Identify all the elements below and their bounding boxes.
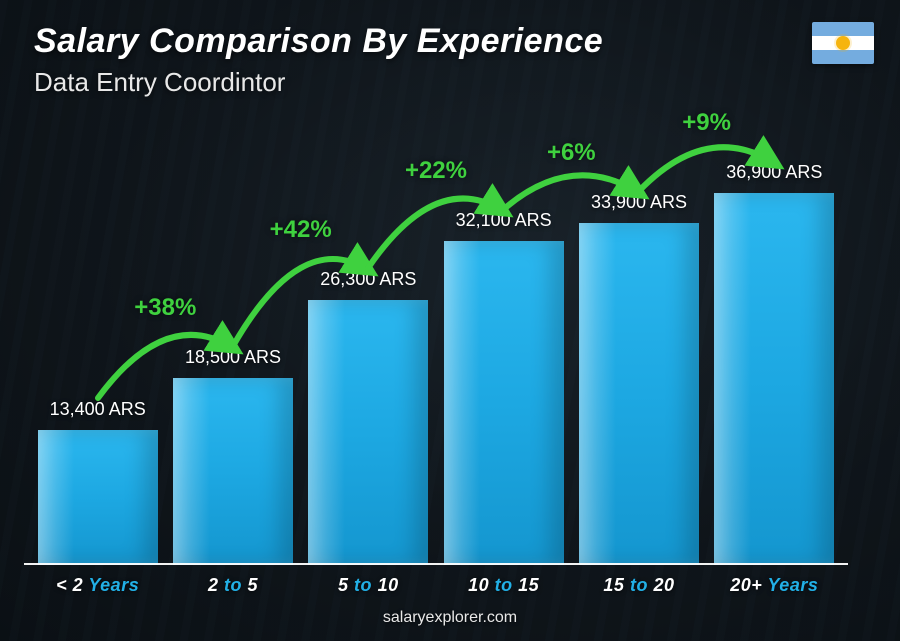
chart-baseline	[24, 563, 848, 565]
bar-col: 13,400 ARS< 2 Years	[36, 399, 159, 565]
bar-col: 26,300 ARS5 to 10	[307, 269, 430, 565]
label-num: 20+	[730, 575, 762, 595]
label-word: to	[354, 575, 372, 595]
bar-category-label: 20+ Years	[730, 575, 818, 596]
label-word: Years	[88, 575, 139, 595]
bars-container: 13,400 ARS< 2 Years18,500 ARS2 to 526,30…	[30, 135, 842, 565]
bar-value-label: 18,500 ARS	[185, 347, 281, 368]
flag-sun-icon	[836, 36, 850, 50]
label-num: 10	[468, 575, 489, 595]
bar	[579, 223, 699, 565]
page-subtitle: Data Entry Coordintor	[34, 67, 603, 98]
bar-category-label: < 2 Years	[56, 575, 139, 596]
label-word: to	[495, 575, 513, 595]
bar-col: 36,900 ARS20+ Years	[713, 162, 836, 565]
bar-value-label: 33,900 ARS	[591, 192, 687, 213]
bar	[714, 193, 834, 565]
bar-value-label: 13,400 ARS	[50, 399, 146, 420]
label-num: 10	[378, 575, 399, 595]
label-num: 2	[208, 575, 219, 595]
label-num: 5	[248, 575, 259, 595]
bar	[308, 300, 428, 565]
bar-category-label: 15 to 20	[603, 575, 674, 596]
label-word: Years	[767, 575, 818, 595]
bar	[444, 241, 564, 565]
bar	[173, 378, 293, 565]
flag-icon	[812, 22, 874, 64]
bar	[38, 430, 158, 565]
bar-category-label: 10 to 15	[468, 575, 539, 596]
flag-stripe-bottom	[812, 50, 874, 64]
bar-category-label: 5 to 10	[338, 575, 399, 596]
label-num: < 2	[56, 575, 83, 595]
flag-stripe-top	[812, 22, 874, 36]
label-num: 20	[653, 575, 674, 595]
label-word: to	[630, 575, 648, 595]
page-title: Salary Comparison By Experience	[34, 22, 603, 61]
title-block: Salary Comparison By Experience Data Ent…	[34, 22, 603, 98]
label-num: 15	[603, 575, 624, 595]
bar-value-label: 32,100 ARS	[456, 210, 552, 231]
bar-col: 33,900 ARS15 to 20	[577, 192, 700, 565]
label-num: 5	[338, 575, 349, 595]
bar-value-label: 26,300 ARS	[320, 269, 416, 290]
label-word: to	[224, 575, 242, 595]
salary-bar-chart: 13,400 ARS< 2 Years18,500 ARS2 to 526,30…	[30, 135, 842, 565]
bar-value-label: 36,900 ARS	[726, 162, 822, 183]
footer-credit: salaryexplorer.com	[0, 609, 900, 627]
infographic: Salary Comparison By Experience Data Ent…	[0, 0, 900, 641]
bar-col: 18,500 ARS2 to 5	[171, 347, 294, 565]
bar-col: 32,100 ARS10 to 15	[442, 210, 565, 565]
label-num: 15	[518, 575, 539, 595]
bar-category-label: 2 to 5	[208, 575, 258, 596]
